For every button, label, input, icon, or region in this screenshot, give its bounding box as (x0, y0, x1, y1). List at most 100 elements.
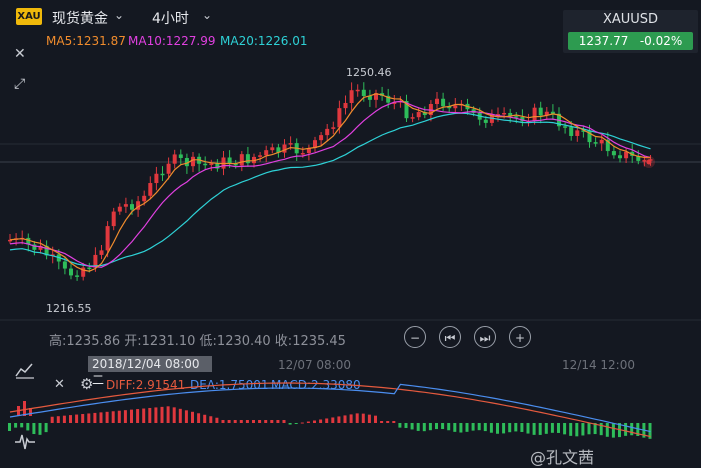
candle-body (435, 98, 439, 104)
time-tick: 12/14 12:00 (562, 358, 635, 372)
macd-histogram-bar (264, 420, 268, 423)
macd-histogram-bar (166, 406, 170, 423)
chevron-down-icon[interactable]: ⌄ (202, 8, 213, 22)
chevron-down-icon[interactable]: ⌄ (114, 8, 125, 22)
macd-histogram-bar (636, 423, 640, 437)
candle-body (416, 112, 421, 118)
macd-histogram-bar (587, 423, 591, 435)
macd-histogram-bar (148, 407, 152, 423)
gear-icon[interactable]: ⚙ (80, 375, 94, 393)
macd-histogram-bar (313, 420, 316, 423)
macd-histogram-bar (331, 417, 335, 423)
macd-histogram-bar (563, 423, 567, 435)
macd-dea-line (9, 383, 651, 433)
macd-chart[interactable] (0, 372, 701, 468)
macd-histogram-bar (520, 423, 524, 432)
macd-histogram-bar (136, 409, 140, 423)
macd-histogram-bar (355, 413, 359, 423)
ma5-legend: MA5:1231.87 (46, 34, 126, 48)
time-tick: 12/07 08:00 (278, 358, 351, 372)
macd-histogram-bar (209, 416, 213, 423)
macd-histogram-bar (361, 413, 365, 423)
candle-body (184, 157, 189, 167)
macd-histogram-bar (526, 423, 530, 434)
macd-histogram-bar (75, 414, 79, 423)
macd-histogram-bar (605, 423, 609, 437)
candle-body (215, 163, 220, 169)
macd-histogram-bar (380, 421, 384, 423)
candle-body (349, 90, 354, 103)
close-icon[interactable]: ✕ (54, 377, 65, 392)
candle-body (343, 102, 348, 109)
scroll-start-button[interactable]: ⏮ (439, 326, 461, 348)
candle-body (319, 135, 324, 141)
macd-histogram-bar (215, 417, 219, 423)
period-selector[interactable]: 4小时 (152, 11, 189, 27)
macd-histogram-bar (593, 423, 597, 435)
macd-histogram-bar (569, 423, 573, 436)
macd-histogram-bar (38, 423, 42, 435)
expand-icon[interactable]: ⤢ (14, 76, 26, 92)
ma5-line (9, 93, 651, 272)
macd-histogram-bar (325, 418, 329, 423)
candle-body (532, 107, 537, 121)
macd-histogram-bar (398, 423, 402, 428)
quote-price-badge: 1237.77 -0.02% (568, 32, 693, 50)
candle-body (544, 111, 549, 116)
candle-body (587, 130, 592, 143)
quote-change: -0.02% (639, 34, 683, 48)
zoom-in-button[interactable]: + (509, 326, 531, 348)
candle-body (325, 128, 330, 136)
candlestick-chart[interactable] (0, 0, 701, 356)
macd-histogram-bar (557, 423, 560, 433)
macd-histogram-bar (239, 420, 243, 423)
macd-histogram-bar (191, 411, 194, 423)
time-cursor-label: 2018/12/04 08:00 二 (88, 356, 212, 387)
candle-body (618, 155, 622, 159)
candle-body (99, 250, 104, 255)
candle-body (593, 142, 598, 144)
candle-body (538, 107, 543, 116)
candle-body (374, 93, 378, 100)
candle-body (44, 245, 49, 256)
candle-body (239, 154, 244, 166)
macd-histogram-bar (343, 415, 347, 423)
macd-histogram-bar (508, 423, 512, 433)
candle-body (227, 157, 232, 164)
candle-body (203, 163, 208, 166)
ma20-legend: MA20:1226.01 (220, 34, 308, 48)
zoom-out-button[interactable]: − (404, 326, 426, 348)
candle-body (361, 89, 366, 96)
waveform-icon[interactable] (14, 432, 36, 452)
candle-body (648, 159, 653, 161)
macd-histogram-bar (428, 423, 432, 431)
macd-histogram-bar (544, 423, 548, 434)
line-chart-icon[interactable] (14, 360, 36, 380)
macd-histogram-bar (178, 408, 182, 423)
candle-body (38, 245, 43, 250)
macd-histogram-bar (87, 413, 91, 423)
macd-histogram-bar (105, 411, 109, 423)
candle-body (337, 108, 342, 128)
scroll-end-button[interactable]: ⏭ (474, 326, 496, 348)
candle-body (550, 111, 555, 114)
candle-body (32, 244, 37, 250)
macd-histogram-bar (477, 423, 481, 431)
candle-body (111, 211, 116, 227)
candle-body (636, 155, 641, 161)
macd-histogram-bar (502, 423, 506, 434)
macd-histogram-bar (258, 420, 262, 423)
candle-body (117, 206, 122, 212)
symbol-name[interactable]: 现货黄金 (52, 11, 108, 27)
macd-histogram-bar (99, 412, 103, 423)
top-toolbar: XAU 现货黄金 ⌄ 4小时 ⌄ (0, 0, 701, 34)
macd-histogram-bar (422, 423, 426, 432)
macd-histogram-bar (294, 423, 298, 424)
macd-histogram-bar (93, 412, 97, 423)
macd-histogram-bar (123, 410, 127, 423)
macd-histogram-bar (252, 420, 255, 423)
close-icon[interactable]: ✕ (14, 46, 26, 62)
quote-symbol: XAUUSD (602, 12, 659, 27)
macd-histogram-bar (245, 420, 249, 423)
macd-histogram-bar (172, 407, 176, 423)
